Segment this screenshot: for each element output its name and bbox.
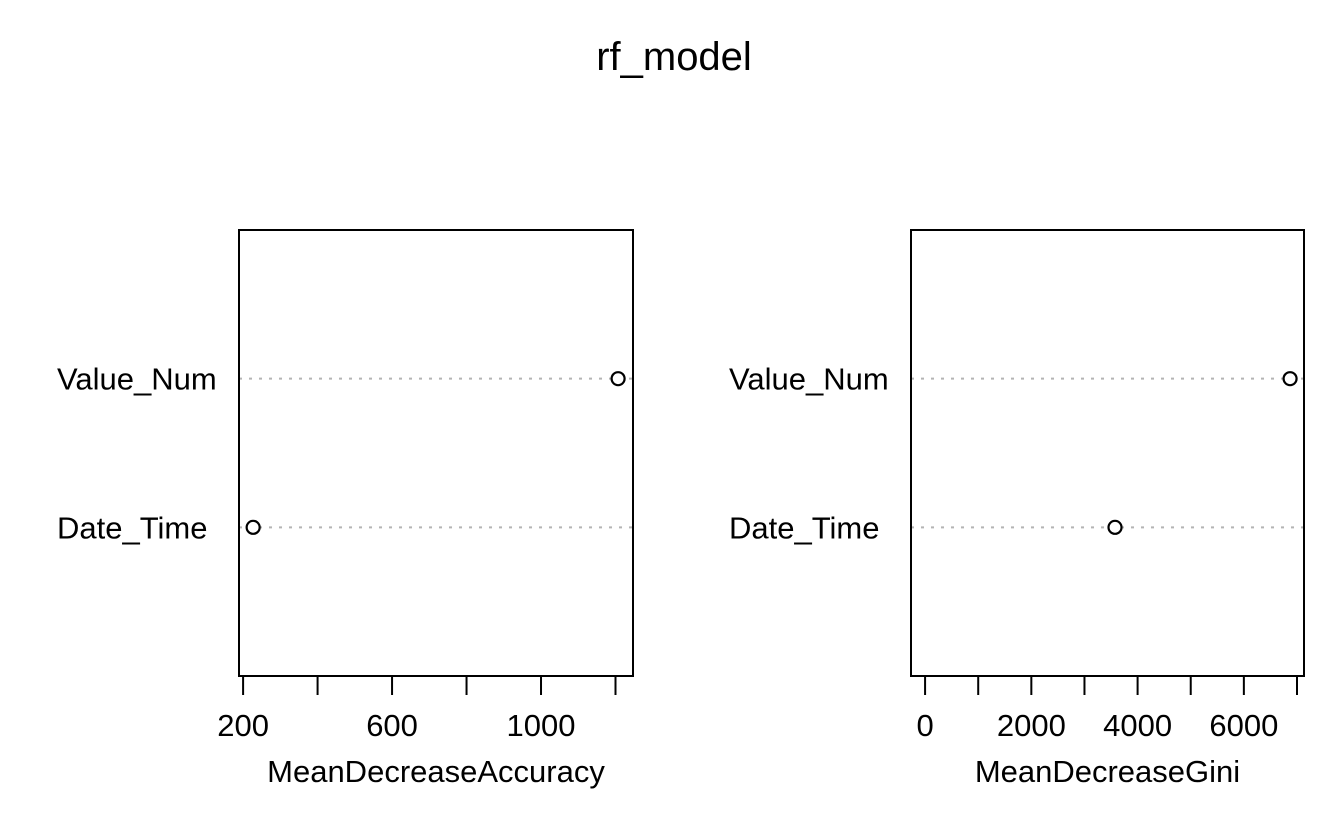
panel-MeanDecreaseAccuracy: Value_Num Date_Time 200 600 1000 MeanDecrease… <box>57 229 634 789</box>
category-label: Value_Num <box>729 362 889 397</box>
tick-label: 200 <box>217 708 269 743</box>
tick-label: 2000 <box>997 708 1066 743</box>
chart-title: rf_model <box>596 35 752 79</box>
category-label: Value_Num <box>57 362 217 397</box>
data-point <box>1282 371 1298 387</box>
panels-group: Value_Num Date_Time 200 600 1000 MeanDecrease… <box>57 229 1305 789</box>
data-point <box>245 519 261 535</box>
panel-box <box>910 229 1305 677</box>
tick-label: 4000 <box>1103 708 1172 743</box>
category-label: Date_Time <box>57 510 207 545</box>
tick-label: 1000 <box>507 708 576 743</box>
panel-MeanDecreaseGini: Value_Num Date_Time 0 2000 4000 6000 MeanDecre… <box>729 229 1305 789</box>
x-axis-label: MeanDecreaseAccuracy <box>267 754 605 789</box>
data-point <box>610 371 626 387</box>
data-point <box>1107 519 1123 535</box>
panel-box <box>238 229 634 677</box>
tick-label: 6000 <box>1209 708 1278 743</box>
category-label: Date_Time <box>729 510 879 545</box>
tick-label: 0 <box>916 708 933 743</box>
x-axis-label: MeanDecreaseGini <box>975 754 1240 789</box>
tick-label: 600 <box>366 708 418 743</box>
